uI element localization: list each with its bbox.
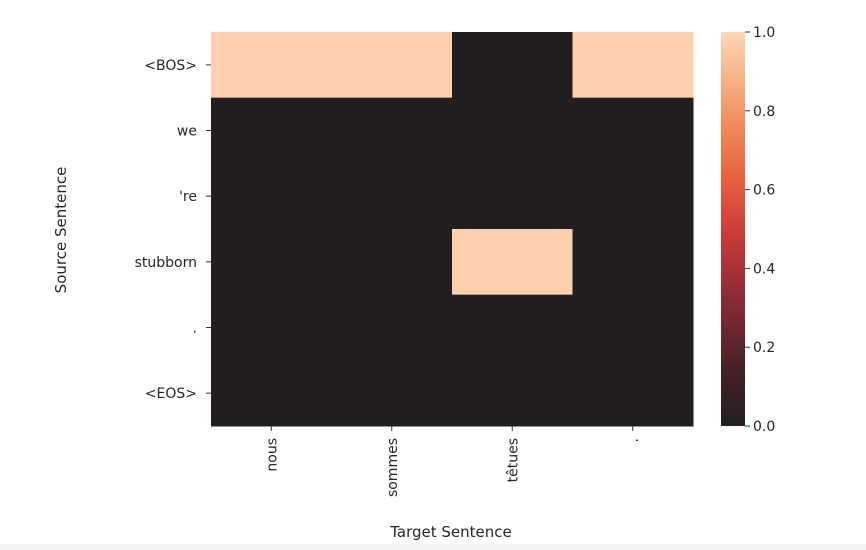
heatmap-cell [331, 32, 453, 99]
colorbar-tick-label: 0.6 [753, 183, 775, 199]
heatmap-cell [211, 32, 332, 99]
heatmap-cell [572, 360, 694, 427]
colorbar-tick-label: 0.2 [753, 340, 775, 356]
heatmap-cells [211, 32, 694, 427]
heatmap-cell [452, 360, 573, 427]
heatmap-cell [572, 32, 694, 99]
x-tick-label: têtues [505, 438, 521, 482]
heatmap-cell [452, 163, 573, 230]
colorbar [721, 32, 745, 426]
heatmap-cell [331, 360, 453, 427]
heatmap-cell [572, 97, 694, 164]
heatmap-cell [452, 294, 573, 361]
y-tick-label: stubborn [135, 255, 197, 271]
heatmap-cell [331, 229, 453, 296]
colorbar-tick-label: 1.0 [753, 25, 775, 41]
y-tick-label: we [177, 124, 197, 140]
colorbar-ticks: 0.0 0.2 0.4 0.6 0.8 1.0 [745, 25, 775, 435]
x-axis-ticks: nous sommes têtues. [264, 426, 642, 497]
heatmap-cell [211, 163, 332, 230]
heatmap-cell [572, 294, 694, 361]
y-axis-ticks: <BOS> we 're stubborn. <EOS> [135, 58, 211, 402]
heatmap-cell [452, 97, 573, 164]
heatmap-cell [572, 229, 694, 296]
colorbar-tick-label: 0.4 [753, 261, 775, 277]
colorbar-tick-label: 0.8 [753, 104, 775, 120]
x-axis-title: Target Sentence [389, 523, 512, 541]
y-axis-title: Source Sentence [52, 167, 70, 294]
bottom-scrollbar-track [0, 544, 866, 550]
heatmap-cell [211, 229, 332, 296]
heatmap-cell [331, 163, 453, 230]
x-tick-label: . [626, 438, 642, 442]
x-tick-label: nous [264, 438, 280, 472]
heatmap-cell [331, 97, 453, 164]
heatmap-cell [572, 163, 694, 230]
x-tick-label: sommes [385, 438, 401, 497]
heatmap-cell [331, 294, 453, 361]
heatmap-cell [452, 32, 573, 99]
heatmap-cell [211, 360, 332, 427]
y-tick-label: . [193, 321, 197, 337]
heatmap-cell [452, 229, 573, 296]
colorbar-tick-label: 0.0 [753, 419, 775, 435]
y-tick-label: <EOS> [145, 386, 197, 402]
y-tick-label: <BOS> [144, 58, 197, 74]
y-tick-label: 're [179, 189, 197, 205]
heatmap-cell [211, 294, 332, 361]
heatmap-cell [211, 97, 332, 164]
